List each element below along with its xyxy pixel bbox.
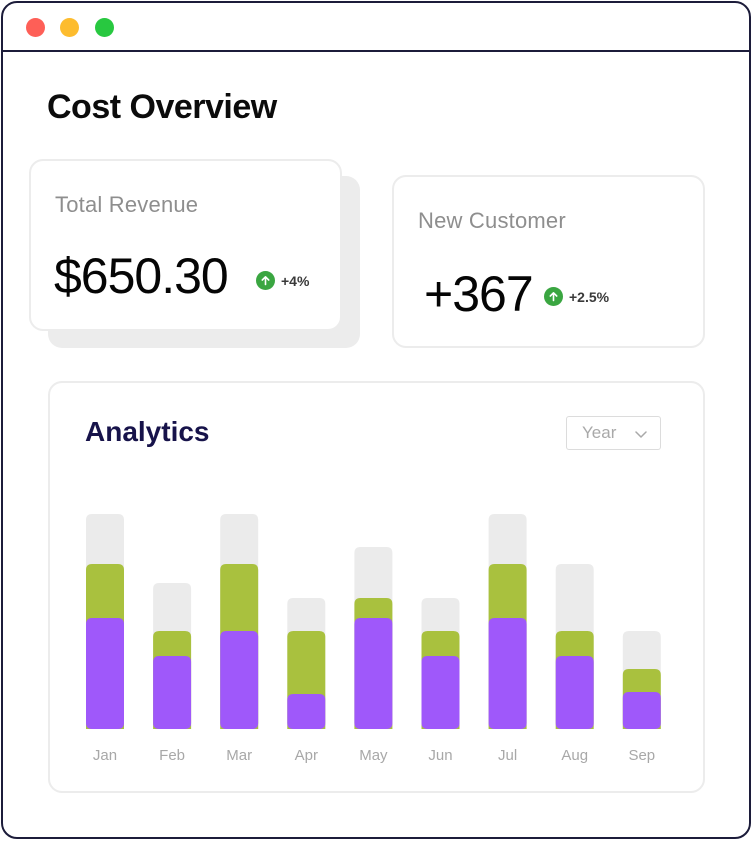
total-revenue-value: $650.30 bbox=[54, 248, 229, 304]
x-tick-label: Mar bbox=[226, 747, 252, 764]
bar-jul-segment-0 bbox=[488, 618, 527, 729]
analytics-title: Analytics bbox=[85, 416, 210, 447]
minimize-window-button[interactable] bbox=[60, 18, 79, 37]
window-titlebar bbox=[3, 3, 749, 52]
period-select[interactable]: Year bbox=[566, 416, 661, 450]
new-customer-label: New Customer bbox=[418, 208, 566, 233]
revenue-change: +4% bbox=[281, 272, 310, 289]
analytics-bar-chart: Jan Feb Mar Apr May Jun Jul Aug Sep bbox=[86, 514, 661, 764]
bar-apr-segment-0 bbox=[287, 694, 326, 729]
customer-trend: +2.5% bbox=[544, 287, 609, 306]
bar-sep-segment-0 bbox=[622, 692, 661, 729]
period-select-value: Year bbox=[582, 423, 617, 442]
maximize-window-button[interactable] bbox=[95, 18, 114, 37]
x-tick-label: Jun bbox=[428, 747, 452, 764]
x-tick-label: Feb bbox=[159, 747, 185, 764]
bar-jun-segment-0 bbox=[421, 656, 460, 729]
new-customer-card[interactable]: New Customer +367 +2.5% bbox=[392, 175, 705, 348]
x-tick-label: May bbox=[359, 747, 388, 764]
x-tick-label: Jan bbox=[93, 747, 117, 764]
new-customer-value: +367 bbox=[424, 266, 534, 322]
chevron-down-icon bbox=[634, 426, 648, 446]
bar-jan-segment-0 bbox=[86, 618, 124, 729]
close-window-button[interactable] bbox=[26, 18, 45, 37]
bar-feb-segment-0 bbox=[153, 656, 192, 729]
bar-aug-segment-0 bbox=[555, 656, 594, 729]
x-tick-label: Apr bbox=[295, 747, 318, 764]
analytics-card: Analytics Year Jan Feb Mar Apr May Jun Jul Aug S… bbox=[48, 381, 705, 793]
bar-mar-segment-0 bbox=[220, 631, 259, 729]
total-revenue-label: Total Revenue bbox=[55, 192, 199, 217]
bar-may-segment-0 bbox=[354, 618, 393, 729]
x-tick-label: Jul bbox=[498, 747, 517, 764]
total-revenue-card[interactable]: Total Revenue $650.30 +4% bbox=[29, 159, 342, 331]
x-tick-label: Sep bbox=[628, 747, 655, 764]
arrow-up-icon bbox=[544, 287, 563, 306]
customer-change: +2.5% bbox=[569, 288, 610, 305]
arrow-up-icon bbox=[256, 271, 275, 290]
x-tick-label: Aug bbox=[561, 747, 588, 764]
page-title: Cost Overview bbox=[47, 88, 277, 126]
revenue-trend: +4% bbox=[256, 271, 309, 290]
